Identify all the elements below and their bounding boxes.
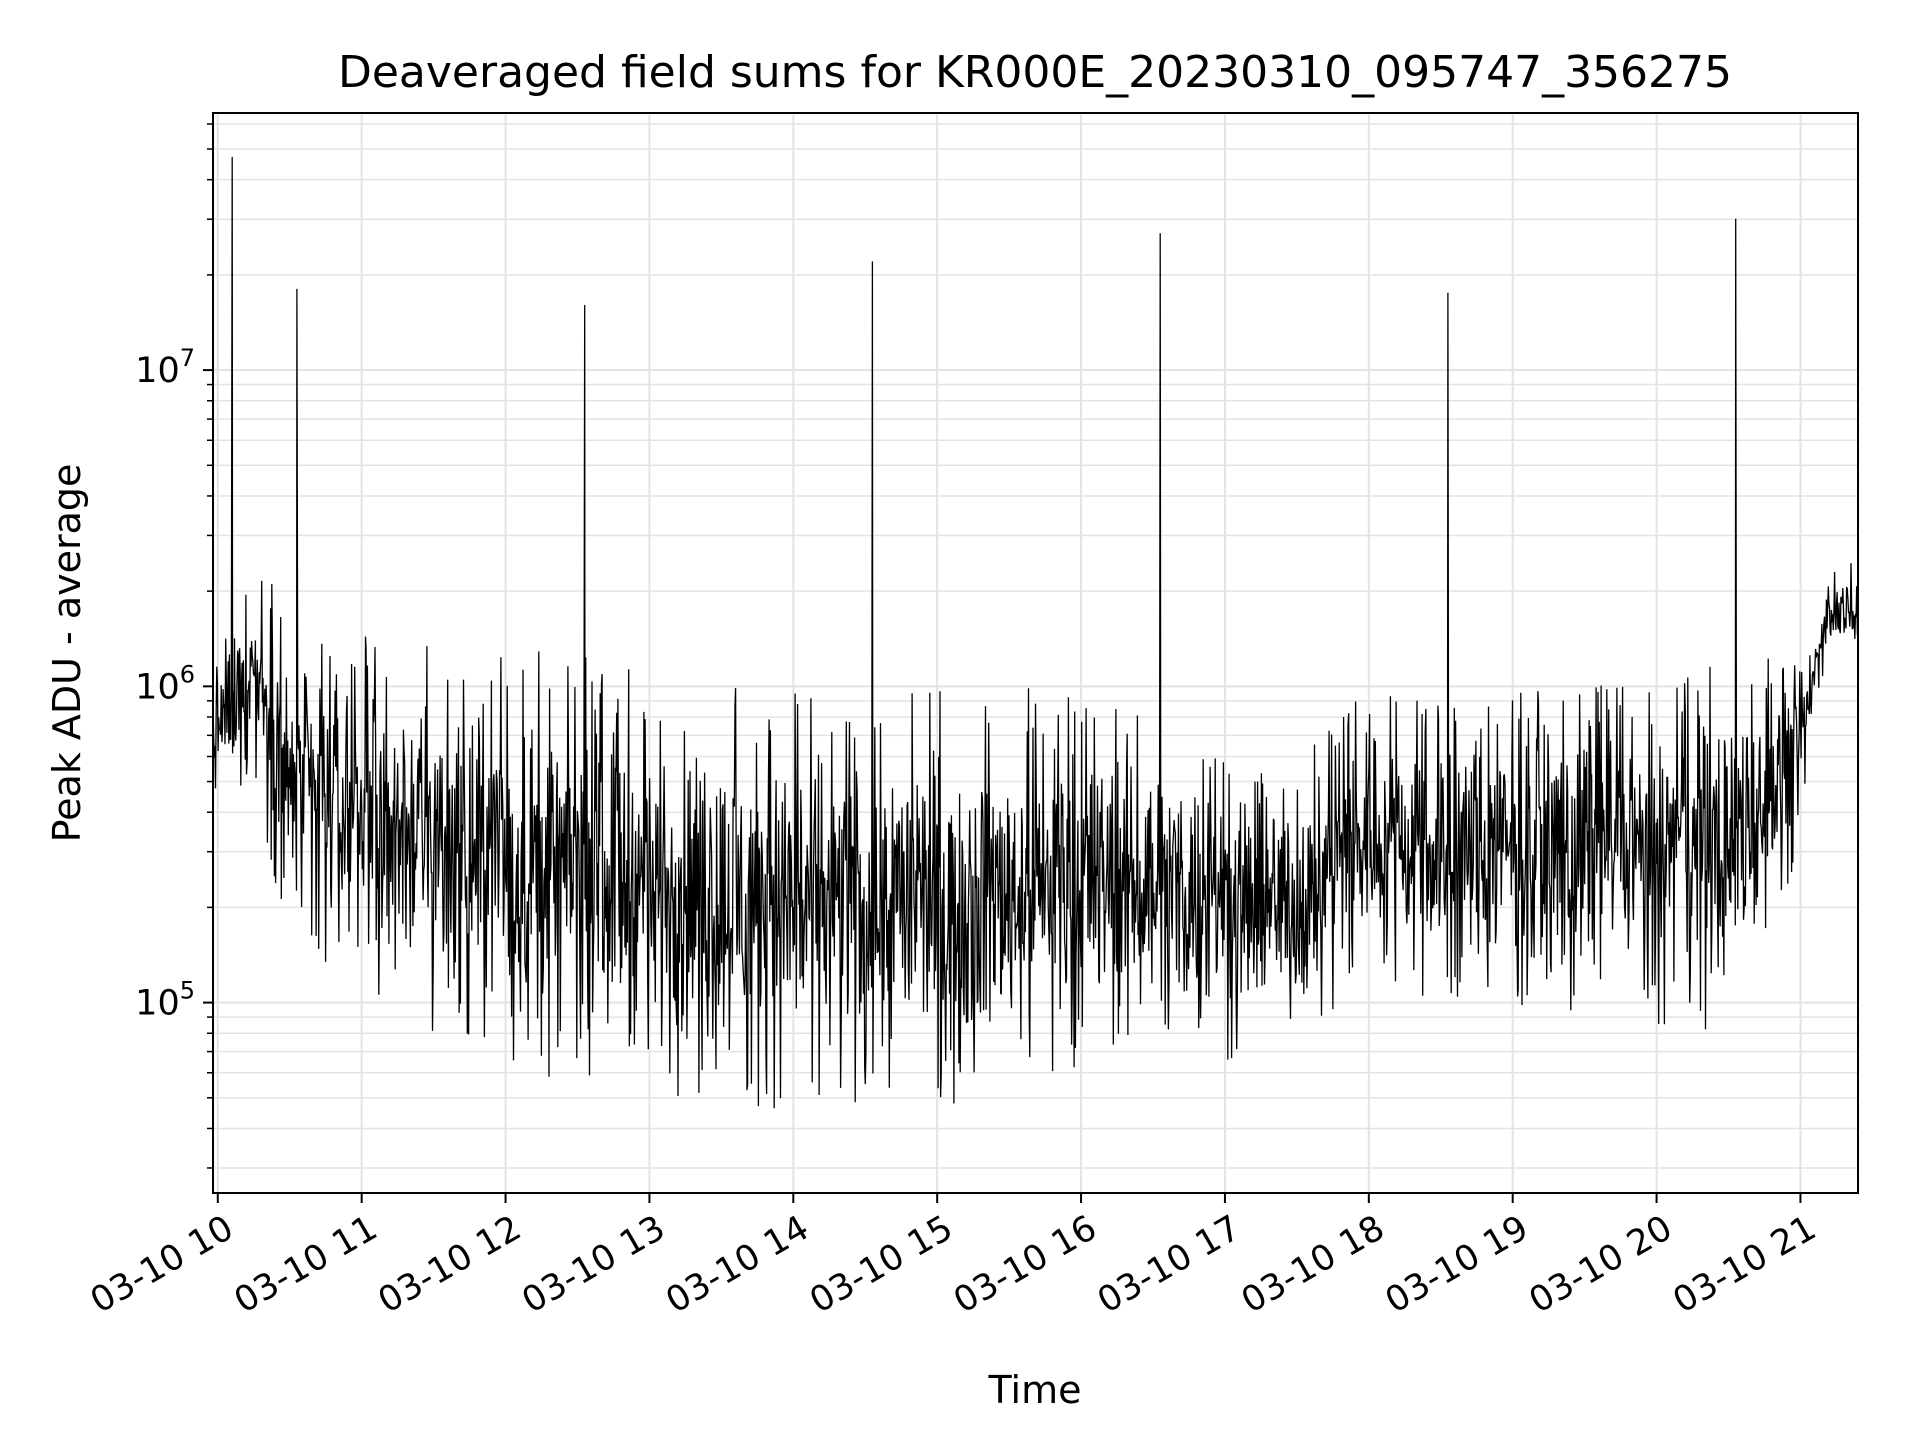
y-tick-label: 106: [135, 660, 195, 707]
spike-point: [1735, 218, 1737, 220]
spike-point: [231, 156, 233, 159]
chart-title: Deaveraged field sums for KR000E_2023031…: [338, 47, 1732, 98]
spike-point: [1447, 292, 1449, 294]
y-tick-label: 107: [135, 344, 195, 391]
spike-point: [871, 261, 874, 263]
plot-frame: [212, 112, 1859, 1194]
y-axis: 105 106 107: [135, 123, 213, 1169]
spike-point: [1159, 233, 1161, 235]
spike-point: [584, 304, 586, 307]
series-path: [212, 157, 1859, 1109]
y-axis-label: Peak ADU - average: [45, 464, 89, 843]
x-axis-label: Time: [988, 1368, 1082, 1412]
spike-point: [296, 288, 298, 290]
series-line: [212, 156, 1859, 1109]
y-tick-label: 105: [135, 977, 195, 1024]
